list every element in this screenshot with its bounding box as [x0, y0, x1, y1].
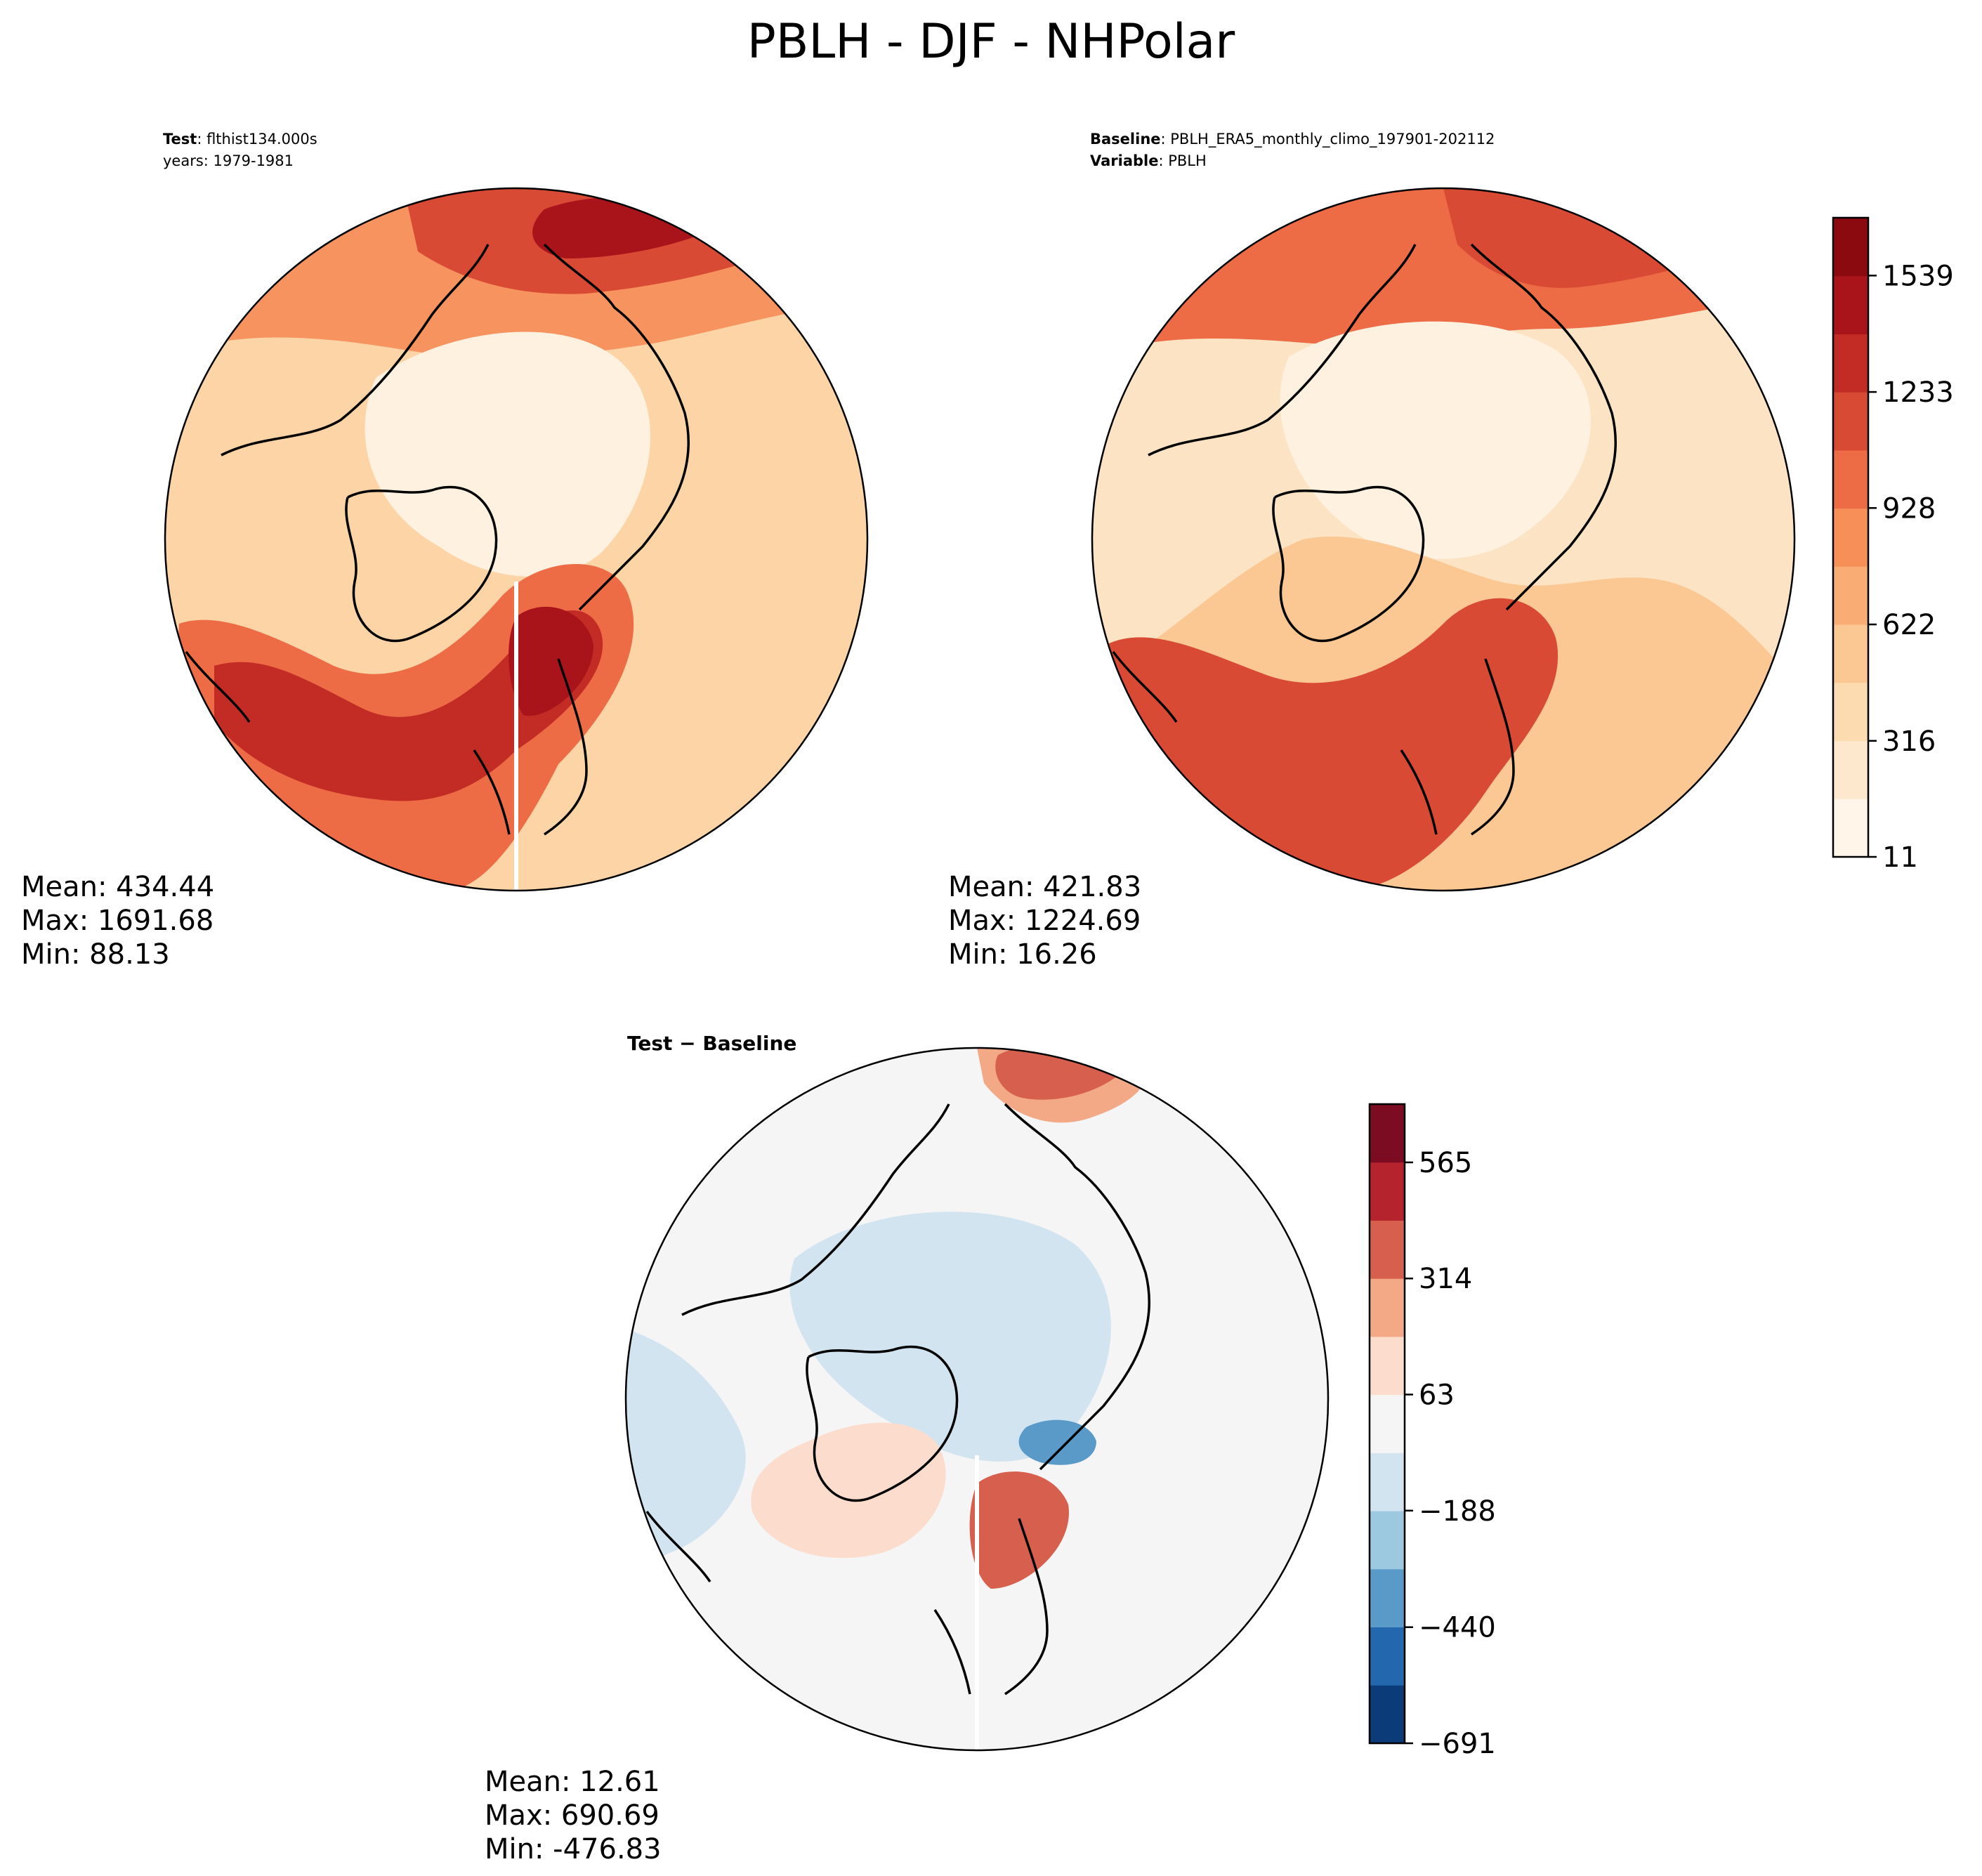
diff-colorbar-segment	[1370, 1627, 1405, 1686]
baseline-colorbar-segment	[1833, 218, 1868, 277]
baseline-header-line-2: Variable: PBLH	[1090, 152, 1207, 169]
baseline-map	[1091, 187, 1796, 892]
baseline-colorbar-frame	[1832, 216, 1870, 858]
baseline-colorbar-segment	[1833, 508, 1868, 567]
test-map	[164, 187, 869, 892]
diff-map-frame	[624, 1047, 1330, 1752]
test-map-atlantic-core	[214, 610, 603, 801]
diff-colorbar-tick-label: −691	[1419, 1728, 1496, 1760]
baseline-colorbar-segment	[1833, 334, 1868, 393]
diff-stat-min: Min: -476.83	[485, 1833, 662, 1865]
diff-colorbar-tick-label: −188	[1419, 1495, 1496, 1528]
diff-stat-mean: Mean: 12.61	[485, 1766, 660, 1798]
baseline-colorbar-segment	[1833, 624, 1868, 683]
test-map-ice-core	[365, 332, 650, 577]
baseline-colorbar-tick-label: 1539	[1882, 260, 1954, 292]
baseline-colorbar-segment	[1833, 682, 1868, 742]
baseline-colorbar-tick-label: 1233	[1882, 376, 1954, 409]
diff-colorbar: −691 −440 −188 63 314 565	[1368, 1103, 1496, 1760]
diff-stat-max: Max: 690.69	[485, 1799, 659, 1832]
baseline-colorbar-segment	[1833, 275, 1868, 334]
test-stat-min: Min: 88.13	[21, 938, 170, 971]
baseline-map-frame	[1091, 187, 1796, 892]
diff-colorbar-segment	[1370, 1568, 1405, 1628]
diff-colorbar-segment	[1370, 1162, 1405, 1221]
baseline-colorbar-segment	[1833, 392, 1868, 451]
diff-colorbar-segment	[1370, 1394, 1405, 1453]
diff-colorbar-tick-label: 63	[1419, 1379, 1455, 1412]
baseline-map-ice-core	[1280, 321, 1591, 559]
baseline-colorbar-segment	[1833, 566, 1868, 625]
test-stats: Mean: 434.44 Max: 1691.68 Min: 88.13	[21, 871, 214, 971]
baseline-colorbar-segment	[1833, 740, 1868, 799]
test-map-continent-outline	[185, 243, 690, 836]
test-header-line-1: Test: flthist134.000s	[163, 131, 317, 147]
baseline-header-line-1: Baseline: PBLH_ERA5_monthly_climo_197901…	[1090, 131, 1495, 148]
diff-colorbar-tick-label: 314	[1419, 1263, 1472, 1295]
diff-colorbar-segment	[1370, 1278, 1405, 1337]
test-map-norwegian-max	[508, 606, 593, 716]
diff-map-greenland-positive	[751, 1422, 946, 1559]
diff-header: Test − Baseline	[627, 1032, 796, 1055]
diff-colorbar-segment	[1370, 1104, 1405, 1163]
diff-colorbar-frame	[1368, 1103, 1406, 1745]
diff-map-continent-outline	[645, 1103, 1151, 1695]
diff-colorbar-tick-label: −440	[1419, 1612, 1496, 1644]
diff-colorbar-segment	[1370, 1336, 1405, 1396]
baseline-stat-mean: Mean: 421.83	[948, 871, 1141, 903]
baseline-colorbar-segment	[1833, 450, 1868, 509]
baseline-colorbar-tick-label: 316	[1882, 726, 1936, 758]
diff-stats: Mean: 12.61 Max: 690.69 Min: -476.83	[485, 1766, 662, 1865]
baseline-stat-max: Max: 1224.69	[948, 905, 1141, 937]
baseline-stat-min: Min: 16.26	[948, 938, 1097, 971]
baseline-map-continent-outline	[1112, 243, 1617, 836]
baseline-colorbar-tick-label: 11	[1882, 841, 1918, 874]
baseline-stats: Mean: 421.83 Max: 1224.69 Min: 16.26	[948, 871, 1141, 971]
diff-colorbar-tick-label: 565	[1419, 1147, 1472, 1179]
diff-map-norwegian-positive	[969, 1471, 1069, 1589]
baseline-colorbar-tick-label: 928	[1882, 492, 1936, 525]
test-stat-max: Max: 1691.68	[21, 905, 214, 937]
test-stat-mean: Mean: 434.44	[21, 871, 214, 903]
diff-colorbar-segment	[1370, 1452, 1405, 1511]
diff-colorbar-segment	[1370, 1220, 1405, 1279]
figure-title: PBLH - DJF - NHPolar	[747, 14, 1235, 70]
diff-map-arctic-negative	[789, 1212, 1111, 1462]
baseline-colorbar-segment	[1833, 799, 1868, 858]
diff-map	[624, 1047, 1330, 1752]
baseline-colorbar-tick-label: 622	[1882, 609, 1936, 641]
test-map-frame	[164, 187, 869, 892]
baseline-colorbar: 11 316 622 928 1233 1539	[1832, 216, 1954, 874]
diff-colorbar-segment	[1370, 1685, 1405, 1744]
diff-map-west-negative	[626, 1329, 746, 1582]
diff-colorbar-segment	[1370, 1511, 1405, 1570]
test-header-line-2: years: 1979-1981	[163, 152, 294, 169]
